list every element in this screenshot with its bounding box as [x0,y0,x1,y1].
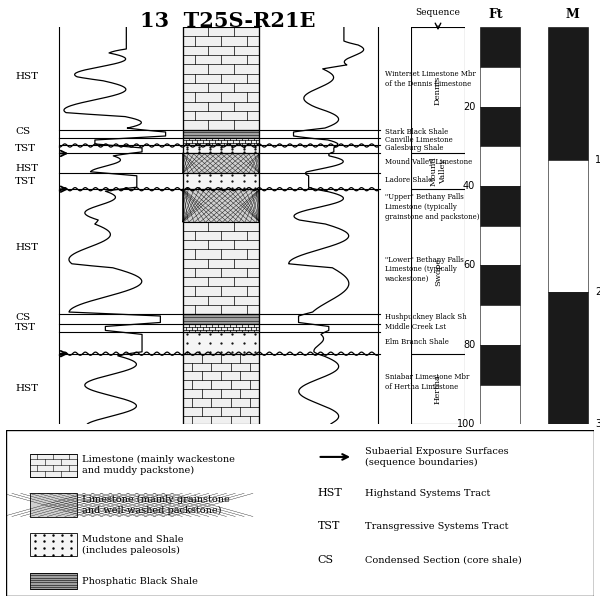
Text: Sequence: Sequence [416,8,460,17]
Text: TST: TST [16,177,37,186]
Text: HST: HST [16,72,38,81]
Text: Transgressive Systems Tract: Transgressive Systems Tract [365,522,508,531]
Text: TST: TST [16,144,37,153]
Text: Galesburg Shale: Galesburg Shale [385,144,443,152]
Text: "Upper" Bethany Falls
Limestone (typically
grainstone and packstone): "Upper" Bethany Falls Limestone (typical… [385,193,479,221]
Bar [548,27,588,160]
Text: 10: 10 [595,155,600,164]
Text: M: M [566,8,579,21]
Text: Subaerial Exposure Surfaces
(sequence boundaries): Subaerial Exposure Surfaces (sequence bo… [365,447,508,467]
Bar [182,332,259,354]
Bar [182,27,259,129]
Text: Hertha: Hertha [434,374,442,404]
Bar [480,186,520,226]
Text: Ft: Ft [488,8,503,21]
Text: CS: CS [16,128,31,137]
Text: Elm Branch Shale: Elm Branch Shale [385,338,449,346]
Bar [548,160,588,292]
Text: 20: 20 [595,287,600,297]
Bar [182,324,259,332]
Text: Gamma
Ray: Gamma Ray [94,460,148,491]
Text: Highstand Systems Tract: Highstand Systems Tract [365,489,490,498]
Bar [182,173,259,189]
Bar [29,573,77,589]
Text: TST: TST [317,521,340,532]
Text: "Lower" Bethany Falls
Limestone (typically
wackestone): "Lower" Bethany Falls Limestone (typical… [385,256,464,284]
Text: HST: HST [16,164,38,173]
Bar [182,27,259,129]
Text: 80: 80 [463,340,475,350]
Text: 30: 30 [595,420,600,429]
Text: TST: TST [16,323,37,332]
Text: Sniabar Limestone Mbr
of Hertha Limestone: Sniabar Limestone Mbr of Hertha Limeston… [385,373,469,391]
Bar [480,226,520,265]
Text: HST: HST [16,384,38,393]
Text: Canville Limestone: Canville Limestone [385,136,453,144]
Text: 60: 60 [463,261,475,270]
Bar [182,137,259,146]
Text: 20: 20 [463,102,475,111]
Text: Dennis: Dennis [434,76,442,105]
Bar [182,222,259,314]
Bar [182,222,259,314]
Text: CS: CS [317,554,334,565]
Text: Swope: Swope [434,257,442,285]
Bar [480,385,520,424]
Bar [480,107,520,146]
Bar [182,137,259,146]
Bar [480,27,520,67]
Bar [480,67,520,107]
Text: Middle Creek Lst: Middle Creek Lst [385,323,446,331]
Text: Ladore Shale: Ladore Shale [385,176,432,184]
Bar [480,146,520,186]
Bar [182,314,259,324]
Bar [182,189,259,222]
Text: CS: CS [16,312,31,321]
Bar [29,454,77,477]
Text: HST: HST [16,243,38,252]
Bar [182,154,259,173]
Bar [182,146,259,154]
Text: HST: HST [317,488,343,498]
Text: Condensed Section (core shale): Condensed Section (core shale) [365,555,521,564]
Text: Mound
Valley: Mound Valley [430,157,446,186]
Bar [182,354,259,424]
Text: Phosphatic Black Shale: Phosphatic Black Shale [82,577,199,586]
Text: Stark Black Shale: Stark Black Shale [385,128,448,136]
Text: Hushpuckney Black Sh: Hushpuckney Black Sh [385,313,467,321]
Text: 40: 40 [463,181,475,191]
Text: Limestone (mainly wackestone
and muddy packstone): Limestone (mainly wackestone and muddy p… [82,455,235,476]
Bar [29,533,77,556]
Bar [182,129,259,137]
Text: Mound Valley Limestone: Mound Valley Limestone [385,158,472,166]
Bar [29,494,77,517]
Bar [480,345,520,385]
Text: Winterset Limestone Mbr
of the Dennis Limestone: Winterset Limestone Mbr of the Dennis Li… [385,70,476,88]
Bar [182,324,259,332]
Text: Neutron: Neutron [289,460,348,474]
Bar [480,305,520,345]
Text: Mudstone and Shale
(includes paleosols): Mudstone and Shale (includes paleosols) [82,535,184,555]
Text: Limestone (mainly grainstone
and well-washed packstone): Limestone (mainly grainstone and well-wa… [82,495,230,515]
Text: 100: 100 [457,420,475,429]
Bar [548,292,588,424]
Bar [480,265,520,305]
Text: 13  T25S-R21E: 13 T25S-R21E [140,11,316,31]
Bar [182,354,259,424]
